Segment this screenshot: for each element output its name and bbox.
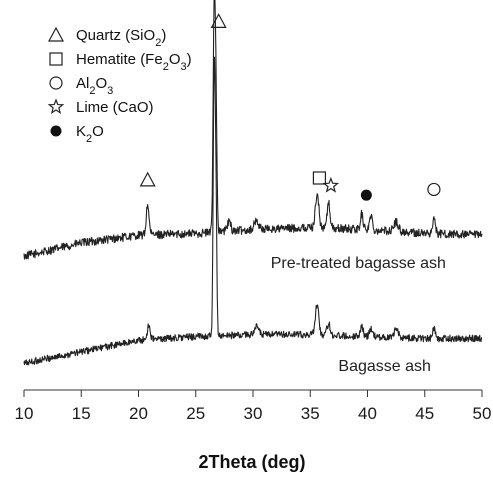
- legend-marker-triangle: [47, 26, 65, 42]
- legend-marker-circle-filled: [50, 125, 62, 137]
- legend-entry: Lime (CaO): [47, 98, 154, 116]
- legend-marker-star: [47, 98, 65, 115]
- series-line-bagasse: [23, 56, 483, 366]
- series-label: Pre-treated bagasse ash: [271, 255, 446, 272]
- legend-label: Lime (CaO): [76, 99, 154, 116]
- x-tick-label: 35: [301, 404, 320, 423]
- legend-entry: K2O: [50, 123, 104, 145]
- x-tick-label: 10: [15, 404, 34, 423]
- x-tick-label: 15: [72, 404, 91, 423]
- peak-marker-star: [322, 176, 340, 193]
- legend-label: K2O: [76, 123, 104, 145]
- x-tick-label: 50: [473, 404, 492, 423]
- x-axis-title: 2Theta (deg): [198, 452, 305, 472]
- x-tick-label: 45: [415, 404, 434, 423]
- peak-marker-circle-filled: [360, 189, 372, 201]
- peak-marker-triangle: [139, 171, 156, 187]
- x-axis: 10 15 20 25 30 35 40 45 50: [15, 389, 492, 423]
- peak-marker-square: [312, 171, 327, 185]
- series-line-pre-treated: [23, 0, 483, 260]
- x-tick-label: 25: [186, 404, 205, 423]
- legend-entry: Quartz (SiO2): [47, 26, 166, 49]
- legend-entry: Hematite (Fe2O3): [49, 51, 192, 73]
- series-label: Bagasse ash: [338, 358, 431, 375]
- legend-label: Quartz (SiO2): [76, 27, 166, 49]
- legend: Quartz (SiO2)Hematite (Fe2O3)Al2O3 Lime (…: [47, 26, 192, 145]
- peak-marker-circle-open: [427, 182, 441, 197]
- x-tick-label: 40: [358, 404, 377, 423]
- plot-area: Pre-treated bagasse ash Bagasse ash: [23, 0, 483, 375]
- legend-marker-square: [49, 52, 63, 66]
- x-tick-label: 30: [244, 404, 263, 423]
- x-tick-label: 20: [129, 404, 148, 423]
- legend-entry: Al2O3: [49, 75, 113, 97]
- legend-label: Hematite (Fe2O3): [76, 51, 192, 73]
- legend-marker-circle-open: [49, 76, 63, 90]
- legend-label: Al2O3: [76, 75, 113, 97]
- peak-marker-triangle: [210, 13, 227, 28]
